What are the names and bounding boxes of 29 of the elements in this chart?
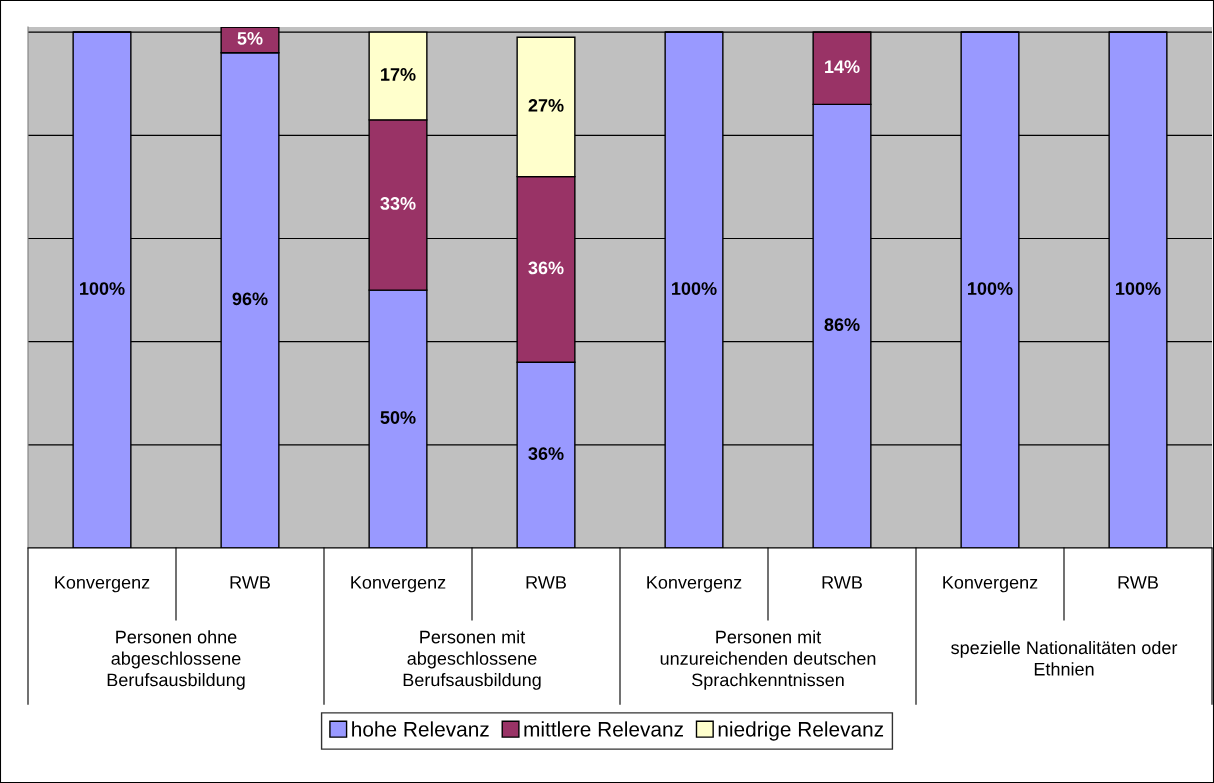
data-label: 100% xyxy=(672,282,717,295)
x-tick-label: Konvergenz xyxy=(943,576,1038,593)
text: Personen mit abgeschlossene Berufsausbildung xyxy=(403,630,541,690)
legend-label: niedrige Relevanz xyxy=(718,721,884,741)
data-label: 100% xyxy=(1116,282,1161,295)
data-label: 86% xyxy=(824,318,860,332)
data-label: 100% xyxy=(80,282,125,295)
x-tick-label: RWB xyxy=(1118,576,1158,589)
x-tick-label: RWB xyxy=(230,576,270,589)
x-tick-label: Konvergenz xyxy=(647,576,742,593)
x-tick-label: Konvergenz xyxy=(351,576,446,593)
data-label: 14% xyxy=(825,60,860,74)
data-label: 96% xyxy=(232,292,268,306)
legend-label: mittlere Relevanz xyxy=(524,721,683,737)
data-label: 33% xyxy=(380,197,416,210)
data-label: 50% xyxy=(380,411,416,424)
x-tick-label: RWB xyxy=(526,576,566,589)
text: spezielle Nationalitäten oder Ethnien xyxy=(951,640,1178,676)
text: Personen ohne abgeschlossene Berufsausbildung xyxy=(107,630,245,690)
data-label: 36% xyxy=(528,261,564,275)
data-label: 36% xyxy=(528,447,564,461)
x-tick-label: Konvergenz xyxy=(55,576,150,593)
text: Personen mit unzureichenden deutschen Sprachkenntnissen xyxy=(660,630,876,690)
legend-label: hohe Relevanz xyxy=(352,721,489,737)
data-label: 17% xyxy=(381,68,416,81)
x-tick-label: RWB xyxy=(822,576,862,589)
data-label: 27% xyxy=(528,99,564,112)
data-label: 5% xyxy=(237,32,263,45)
data-label: 100% xyxy=(968,282,1013,295)
